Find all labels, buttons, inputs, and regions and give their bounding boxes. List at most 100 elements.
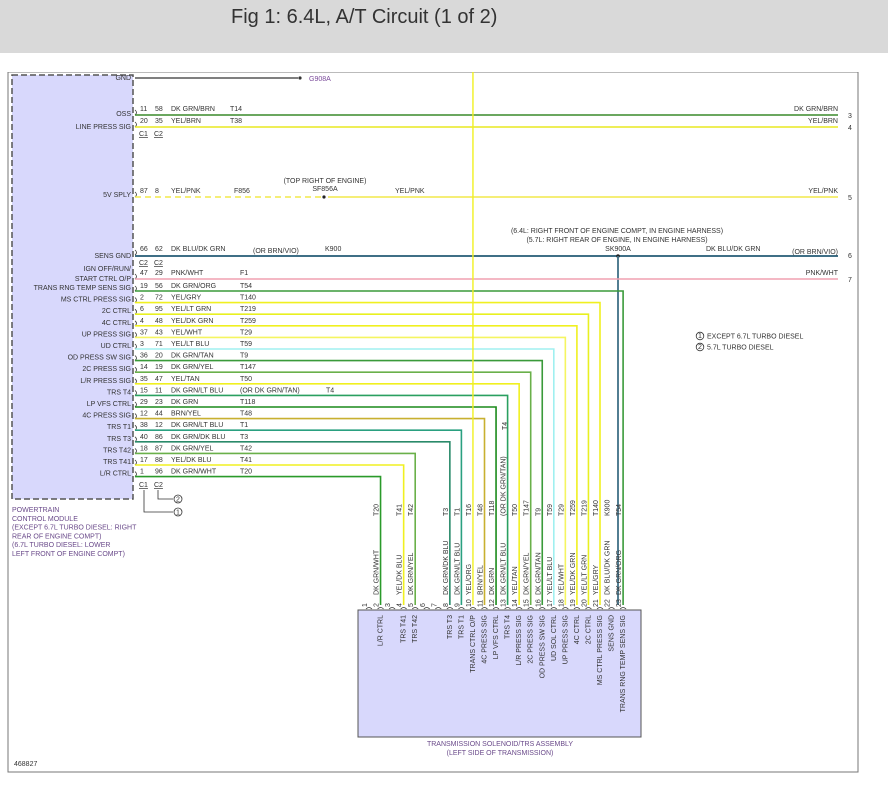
wire-color-right-ign: PNK/WHT — [806, 270, 839, 277]
c2-pin-ign: 29 — [155, 270, 163, 277]
connector-pin-number: 17 — [547, 599, 554, 607]
connector-pin-number: 16 — [535, 599, 542, 607]
pcm-module-box — [11, 74, 134, 500]
circuit-label: T48 — [240, 411, 252, 418]
c2-pin-number: 96 — [155, 469, 163, 476]
connector-pin-icon — [411, 607, 419, 610]
c1-pin-number: 4 — [140, 318, 144, 325]
connector-circuit-label: T41 — [397, 504, 404, 516]
wire-alt-right-sens-gnd: (OR BRN/VIO) — [792, 249, 838, 256]
pcm-module-name: (6.7L TURBO DIESEL: LOWER — [12, 542, 110, 549]
c2-pin-number: 72 — [155, 295, 163, 302]
wire-t259 — [135, 324, 578, 605]
pcm-pin-label: TRS T3 — [107, 436, 131, 443]
pcm-pin-label: L/R PRESS SIG — [80, 378, 131, 385]
circuit-5v-sply: F856 — [234, 188, 250, 195]
pcm-pin-label-sens_gnd: SENS GND — [94, 253, 131, 260]
connector-pin-icon — [388, 607, 396, 610]
wire-t59 — [135, 348, 555, 605]
connector-c2-label: C2 — [154, 131, 163, 138]
c1-pin-number: 2 — [140, 295, 144, 302]
circuit-label: T118 — [240, 399, 256, 406]
circuit-label: T41 — [240, 457, 252, 464]
wire-color-vsply: YEL/PNK — [171, 188, 201, 195]
connector-wire-color: DK BLU/DK GRN — [605, 541, 612, 595]
connector-pin-number: 13 — [501, 599, 508, 607]
pcm-pin-label-ign-2: START CTRL O/P — [75, 276, 131, 283]
c1-pin-number: 36 — [140, 353, 148, 360]
page-title: Fig 1: 6.4L, A/T Circuit (1 of 2) — [231, 6, 498, 28]
connector-circuit-label: T147 — [524, 500, 531, 516]
connector-pin-icon — [400, 607, 407, 610]
connector-pin-icon — [527, 607, 534, 610]
wire-color-label: YEL/WHT — [171, 329, 203, 336]
wire-color-label: YEL/LT BLU — [171, 341, 209, 348]
c1-pin-number: 3 — [140, 341, 144, 348]
connector-pin-icon — [596, 607, 604, 610]
pcm-pin-label-vsply: 5V SPLY — [103, 192, 131, 199]
callout-number-2: 2 — [176, 497, 180, 504]
pcm-pin-label-ign-1: IGN OFF/RUN/ — [84, 266, 131, 273]
connector-pin-name: MS CTRL PRESS SIG — [597, 615, 604, 685]
circuit-label: T59 — [240, 341, 252, 348]
c2-pin-number: 88 — [155, 457, 163, 464]
connector-pin-icon — [469, 607, 477, 610]
c2-pin-number: 11 — [155, 387, 162, 394]
connector-pin-7: 7 — [848, 277, 852, 284]
c2-pin-number: 56 — [155, 283, 163, 290]
c1-pin-number: 12 — [140, 411, 148, 418]
wire-color-right-5v-sply: YEL/PNK — [808, 188, 838, 195]
connector-circuit-label: T50 — [512, 504, 519, 516]
wire-color-label: DK GRN/LT BLU — [171, 422, 223, 429]
wire-color-right-line-press: YEL/BRN — [808, 118, 838, 125]
connector-wire-color: DK GRN — [489, 568, 496, 595]
wire-t140 — [135, 301, 601, 605]
wire-color-ign: PNK/WHT — [171, 270, 204, 277]
connector-pin-5: 5 — [848, 195, 852, 202]
c2-pin-number: 20 — [155, 353, 163, 360]
wire-color-label: DK GRN/LT BLU — [171, 387, 223, 394]
connector-pin-number: 9 — [454, 603, 461, 607]
pcm-pin-label: 4C CTRL — [102, 320, 131, 327]
connector-wire-color: YEL/DK BLU — [397, 555, 404, 595]
connector-pin-number: 2 — [374, 603, 381, 607]
connector-pin-icon — [481, 607, 488, 610]
pcm-connector-c1: C1 — [139, 482, 148, 489]
pcm-pin-label: TRS T42 — [103, 447, 131, 454]
c1-pin-number: 29 — [140, 399, 148, 406]
connector-circuit-label: T16 — [466, 504, 473, 516]
pcm-pin-label: UD CTRL — [101, 343, 131, 350]
c2-pin-number: 12 — [155, 422, 163, 429]
connector-wire-color: DK GRN/YEL — [524, 552, 531, 595]
connector-pin-icon — [446, 607, 454, 610]
splice-note-57l: (5.7L: RIGHT REAR OF ENGINE, IN ENGINE H… — [526, 237, 707, 244]
pcm-module-name: POWERTRAIN — [12, 507, 59, 514]
circuit-label-t4-vertical: T4 — [502, 422, 509, 430]
c2-pin-number: 44 — [155, 411, 163, 418]
pcm-pin-label: 4C PRESS SIG — [82, 413, 131, 420]
connector-wire-color: BRN/YEL — [478, 565, 485, 595]
callout-line-1 — [143, 490, 173, 513]
wire-t20 — [135, 475, 382, 605]
c2-pin-number: 47 — [155, 376, 163, 383]
connector-pin-name: L/R CTRL — [378, 615, 385, 646]
connector-pin-name: TRS T3 — [447, 615, 454, 639]
header-bar: Fig 1: 6.4L, A/T Circuit (1 of 2) — [0, 0, 888, 53]
pcm-pin-label: OD PRESS SW SIG — [68, 355, 131, 362]
pcm-pin-label-oss: OSS — [116, 111, 131, 118]
connector-wire-color: DK GRN/DK BLU — [443, 541, 450, 595]
c1-pin-number: 40 — [140, 434, 148, 441]
c1-pin-number: 18 — [140, 445, 148, 452]
circuit-label: T259 — [240, 318, 256, 325]
wire-color-label: DK GRN — [171, 399, 198, 406]
connector-wire-color: DK GRN/TAN — [535, 552, 542, 595]
connector-pin-icon — [365, 607, 373, 610]
circuit-oss: T14 — [230, 106, 242, 113]
connector-pin-number: 3 — [385, 603, 392, 607]
connector-circuit-label: T59 — [547, 504, 554, 516]
connector-circuit-label: K900 — [605, 500, 612, 516]
wire-t147 — [135, 371, 532, 605]
circuit-label: T140 — [240, 295, 256, 302]
connector-pin-icon — [504, 607, 511, 610]
connector-circuit-label: T29 — [558, 504, 565, 516]
